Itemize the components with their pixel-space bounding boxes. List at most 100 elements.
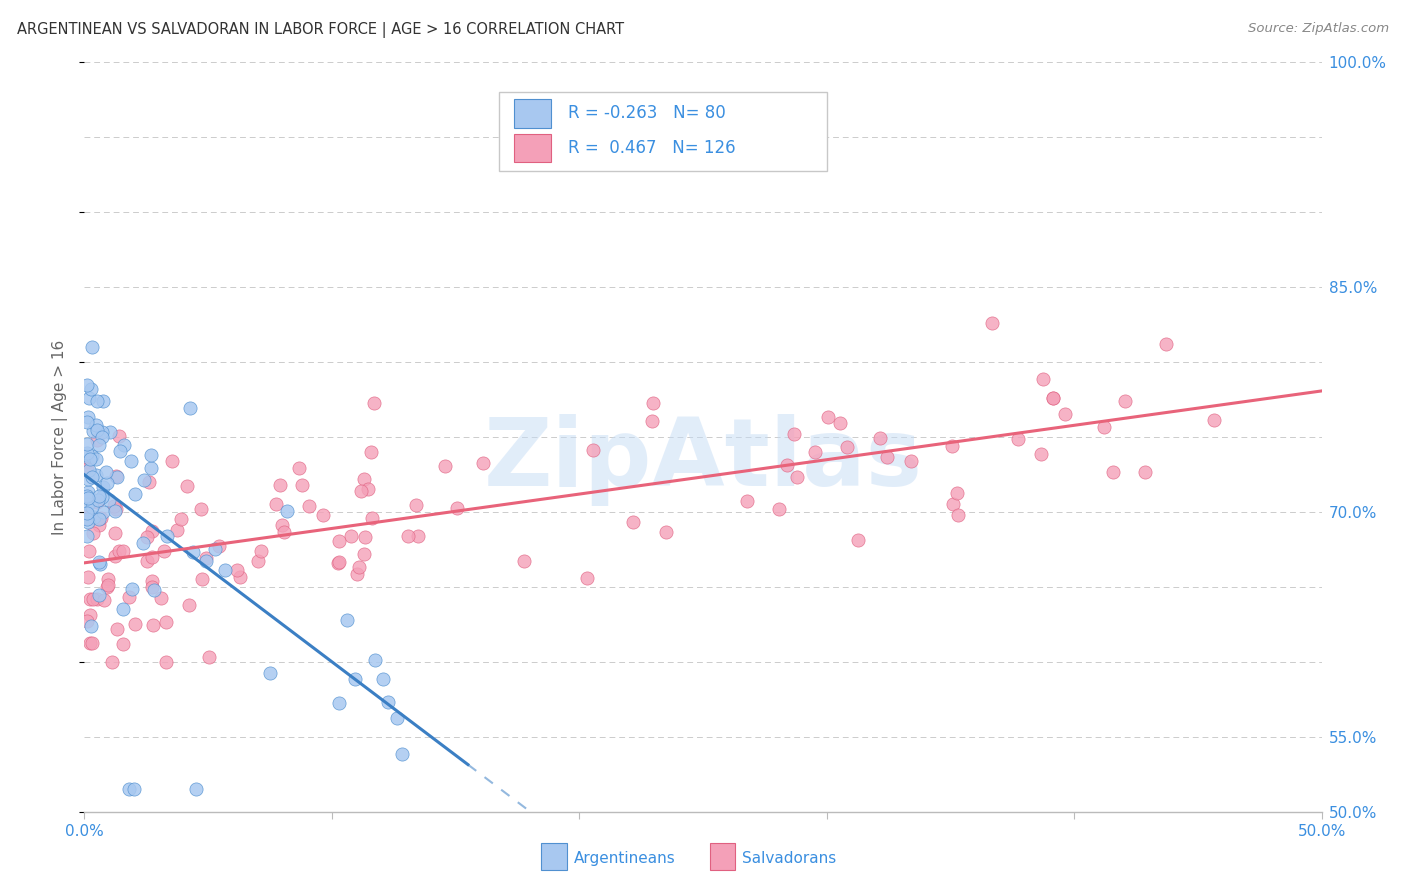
Bar <box>513 134 551 162</box>
Point <box>101 655 124 669</box>
Point <box>86 468 108 483</box>
Text: Salvadorans: Salvadorans <box>742 851 837 865</box>
Point <box>946 508 969 523</box>
Point <box>446 500 468 515</box>
Point <box>91 393 114 408</box>
Point <box>80 469 103 483</box>
Y-axis label: In Labor Force | Age > 16: In Labor Force | Age > 16 <box>52 340 69 534</box>
Point <box>138 475 160 489</box>
Point <box>153 544 176 558</box>
Point <box>87 588 110 602</box>
Point <box>100 425 122 439</box>
Point <box>84 417 107 432</box>
Point <box>1032 372 1054 386</box>
Point <box>104 504 127 518</box>
Point <box>142 618 165 632</box>
Point <box>942 497 965 511</box>
Text: ZipAtlas: ZipAtlas <box>484 414 922 506</box>
Point <box>176 479 198 493</box>
Point <box>76 569 98 583</box>
Point <box>273 525 295 540</box>
Point <box>641 414 664 428</box>
Point <box>77 544 100 558</box>
Point <box>91 490 114 504</box>
Point <box>104 526 127 541</box>
Point <box>155 655 177 669</box>
Point <box>1053 408 1076 422</box>
Point <box>259 666 281 681</box>
Point <box>150 591 173 605</box>
Point <box>344 673 367 687</box>
Point <box>776 458 799 472</box>
Point <box>1029 446 1052 460</box>
Point <box>76 448 98 462</box>
Point <box>96 580 118 594</box>
Point <box>214 563 236 577</box>
Point <box>77 497 100 511</box>
Point <box>328 555 350 569</box>
Text: Argentineans: Argentineans <box>574 851 675 865</box>
Point <box>346 566 368 581</box>
Point <box>124 487 146 501</box>
Point <box>353 547 375 561</box>
Point <box>179 598 201 612</box>
Point <box>87 489 110 503</box>
Point <box>76 484 98 499</box>
Point <box>112 544 135 558</box>
Point <box>79 452 101 467</box>
Point <box>80 636 103 650</box>
Point <box>250 544 273 558</box>
Point <box>347 560 370 574</box>
Point <box>93 592 115 607</box>
Point <box>79 607 101 622</box>
Point <box>132 536 155 550</box>
Point <box>87 512 110 526</box>
Point <box>76 462 98 476</box>
Point <box>160 453 183 467</box>
Point <box>89 555 111 569</box>
Point <box>191 572 214 586</box>
Point <box>900 454 922 468</box>
Point <box>1042 391 1064 405</box>
Point <box>434 458 457 473</box>
Point <box>1042 391 1064 405</box>
Point <box>120 453 142 467</box>
Point <box>350 484 373 499</box>
Point <box>291 478 314 492</box>
Point <box>76 515 98 529</box>
Point <box>86 495 108 509</box>
Point <box>97 492 120 507</box>
Point <box>312 508 335 522</box>
Point <box>247 554 270 568</box>
Point <box>80 340 103 354</box>
Point <box>360 510 382 524</box>
Point <box>108 444 131 458</box>
Point <box>90 511 112 525</box>
Point <box>735 494 758 508</box>
Point <box>1114 393 1136 408</box>
Point <box>339 529 361 543</box>
Point <box>269 478 291 492</box>
Point <box>82 591 104 606</box>
Point <box>195 550 218 565</box>
Point <box>582 442 605 457</box>
Point <box>104 549 127 563</box>
Point <box>82 525 104 540</box>
Text: ARGENTINEAN VS SALVADORAN IN LABOR FORCE | AGE > 16 CORRELATION CHART: ARGENTINEAN VS SALVADORAN IN LABOR FORCE… <box>17 22 624 38</box>
Point <box>266 497 288 511</box>
Point <box>197 650 219 665</box>
Point <box>141 580 163 594</box>
Point <box>391 747 413 762</box>
Point <box>108 429 131 443</box>
Point <box>371 672 394 686</box>
Point <box>76 529 98 543</box>
Point <box>142 583 165 598</box>
Point <box>90 430 112 444</box>
Point <box>817 410 839 425</box>
Point <box>124 617 146 632</box>
Point <box>80 500 103 514</box>
Point <box>77 507 100 521</box>
Point <box>76 446 98 460</box>
Point <box>288 460 311 475</box>
Point <box>768 501 790 516</box>
